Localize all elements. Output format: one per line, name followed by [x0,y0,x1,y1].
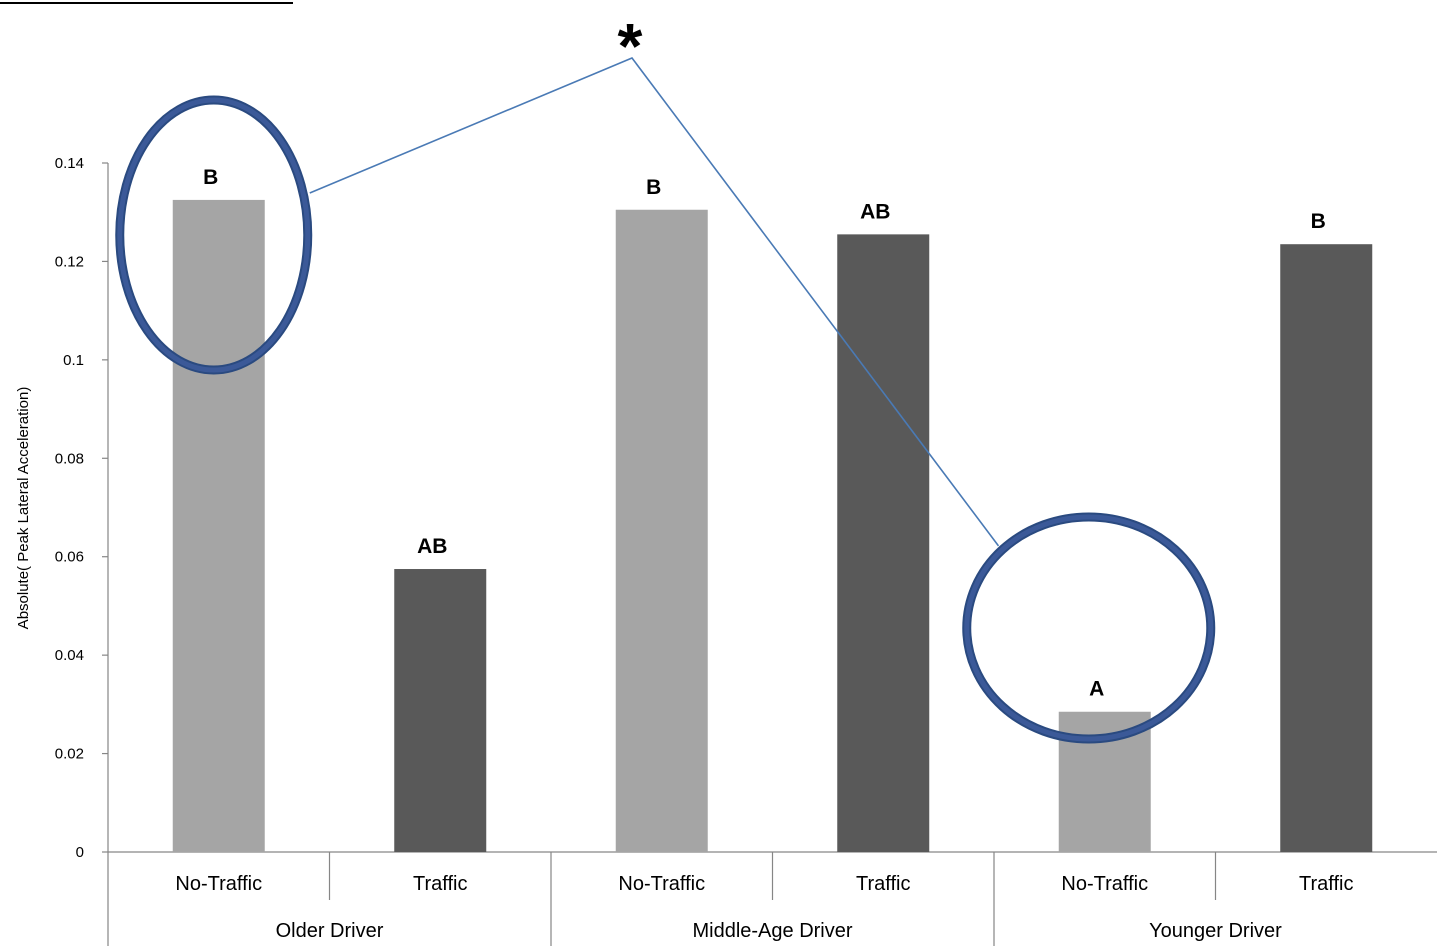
bar [837,234,930,852]
x-tick-label: No-Traffic [175,873,262,895]
y-axis-label: Absolute( Peak Lateral Acceleration) [15,387,32,630]
y-tick-label: 0.08 [55,450,84,467]
y-tick-label: 0.02 [55,746,84,763]
y-tick-label: 0.1 [63,352,84,369]
x-tick-label: No-Traffic [1061,873,1148,895]
significance-asterisk: * [618,10,643,82]
group-label: Younger Driver [1149,920,1282,942]
highlight-ellipse-inner [117,97,311,373]
data-label: B [646,176,661,199]
data-label: A [1089,678,1104,701]
y-tick-label: 0.06 [55,549,84,566]
x-tick-label: Traffic [413,873,467,895]
data-label: B [1311,210,1326,233]
y-tick-label: 0.04 [55,647,84,664]
highlight-ellipse-inner [964,514,1214,742]
significance-connector [309,57,1000,547]
y-tick-label: 0.12 [55,253,84,270]
data-label: B [203,166,218,189]
x-tick-label: Traffic [1299,873,1353,895]
bar [615,209,708,853]
x-tick-label: Traffic [856,873,910,895]
y-tick-label: 0.14 [55,155,84,172]
data-label: AB [417,535,447,558]
group-label: Middle-Age Driver [692,920,852,942]
y-tick-label: 0 [76,844,84,861]
bar [394,569,487,852]
axes: 0 0.02 0.04 0.06 0.08 0.1 0.12 0.14 No-Traffic Tr… [55,155,1437,946]
x-tick-label: No-Traffic [618,873,705,895]
bar [172,199,265,853]
group-label: Older Driver [276,920,384,942]
annotations [115,57,1216,744]
data-label: AB [860,200,890,223]
bar [1280,244,1373,853]
